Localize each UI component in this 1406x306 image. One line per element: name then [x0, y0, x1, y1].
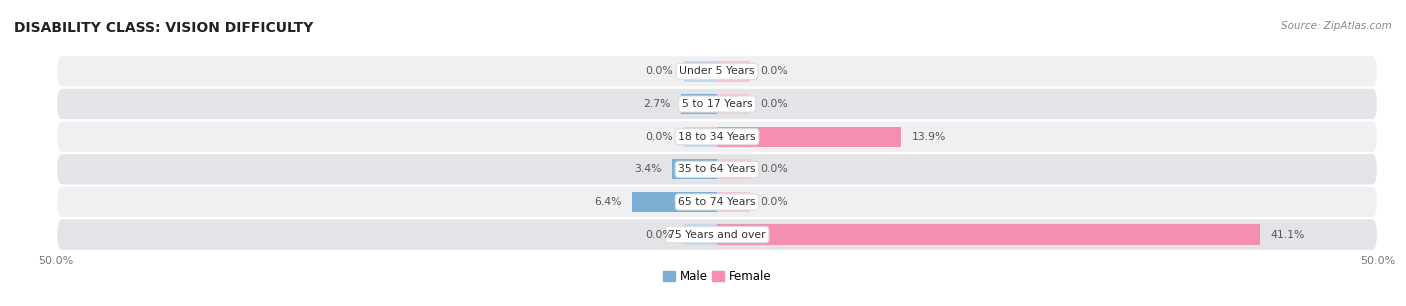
- Text: 41.1%: 41.1%: [1271, 230, 1305, 240]
- Text: 6.4%: 6.4%: [595, 197, 621, 207]
- Bar: [717, 61, 751, 81]
- Bar: [685, 225, 717, 245]
- Bar: [685, 61, 717, 81]
- Text: 0.0%: 0.0%: [645, 132, 673, 142]
- Legend: Male, Female: Male, Female: [658, 266, 776, 288]
- FancyBboxPatch shape: [56, 186, 1378, 218]
- Text: 2.7%: 2.7%: [644, 99, 671, 109]
- Bar: [717, 225, 1260, 245]
- Text: 65 to 74 Years: 65 to 74 Years: [678, 197, 756, 207]
- FancyBboxPatch shape: [56, 120, 1378, 153]
- Text: 0.0%: 0.0%: [761, 164, 789, 174]
- Text: DISABILITY CLASS: VISION DIFFICULTY: DISABILITY CLASS: VISION DIFFICULTY: [14, 21, 314, 35]
- Bar: [717, 159, 751, 179]
- Bar: [672, 159, 717, 179]
- Text: 75 Years and over: 75 Years and over: [668, 230, 766, 240]
- Text: 0.0%: 0.0%: [645, 230, 673, 240]
- Text: 18 to 34 Years: 18 to 34 Years: [678, 132, 756, 142]
- Text: 0.0%: 0.0%: [761, 66, 789, 76]
- Bar: [717, 127, 901, 147]
- Text: 3.4%: 3.4%: [634, 164, 662, 174]
- Bar: [685, 127, 717, 147]
- FancyBboxPatch shape: [56, 218, 1378, 251]
- Text: 0.0%: 0.0%: [645, 66, 673, 76]
- Text: 35 to 64 Years: 35 to 64 Years: [678, 164, 756, 174]
- Text: Under 5 Years: Under 5 Years: [679, 66, 755, 76]
- Bar: [717, 192, 751, 212]
- Text: Source: ZipAtlas.com: Source: ZipAtlas.com: [1281, 21, 1392, 32]
- FancyBboxPatch shape: [56, 55, 1378, 88]
- FancyBboxPatch shape: [56, 153, 1378, 186]
- Text: 0.0%: 0.0%: [761, 197, 789, 207]
- Bar: [682, 94, 717, 114]
- Text: 0.0%: 0.0%: [761, 99, 789, 109]
- Bar: [717, 94, 751, 114]
- Text: 5 to 17 Years: 5 to 17 Years: [682, 99, 752, 109]
- FancyBboxPatch shape: [56, 88, 1378, 120]
- Bar: [633, 192, 717, 212]
- Text: 13.9%: 13.9%: [911, 132, 946, 142]
